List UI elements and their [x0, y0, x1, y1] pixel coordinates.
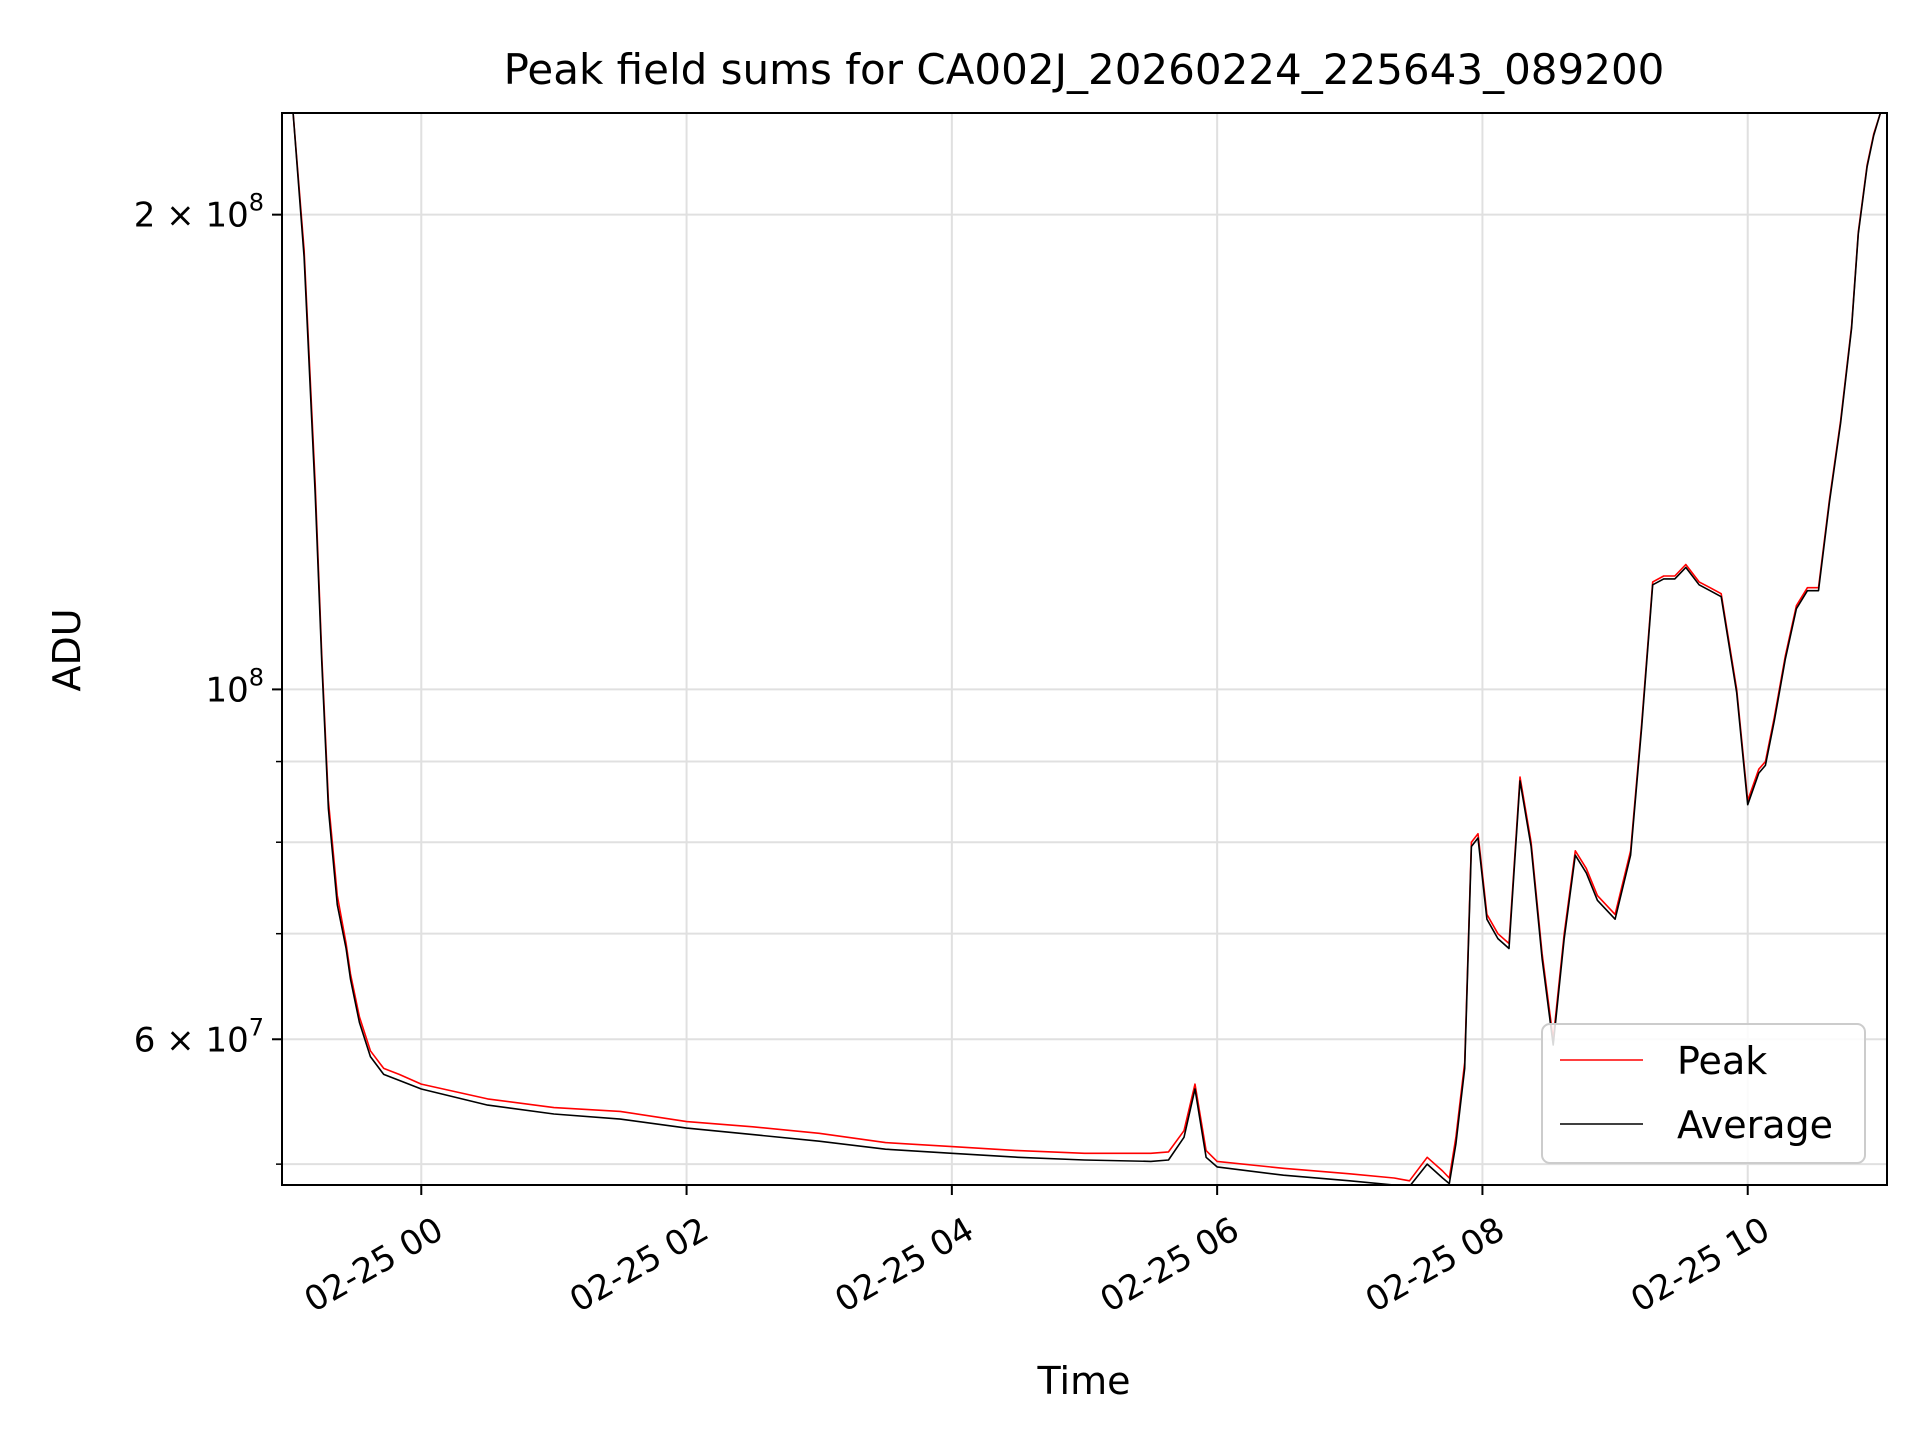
plot-area	[282, 113, 1887, 1185]
y-tick-label: 6 × 107	[134, 1013, 264, 1060]
series-line-average	[282, 113, 1887, 1185]
y-tick-label: 108	[205, 663, 264, 710]
y-tick-label-base: 10	[205, 670, 248, 710]
y-axis-label: ADU	[45, 608, 89, 691]
legend-label-average: Average	[1677, 1103, 1833, 1147]
legend-label-peak: Peak	[1677, 1039, 1767, 1083]
plot-frame	[281, 112, 1888, 1186]
y-tick-label-exp: 8	[249, 189, 264, 217]
y-tick-label-exp: 7	[249, 1013, 264, 1041]
legend-box	[1541, 1023, 1866, 1164]
legend: Peak Average	[1541, 1023, 1866, 1164]
y-tick-label-exp: 8	[249, 663, 264, 691]
y-tick-label-base: 6 × 10	[134, 1020, 249, 1060]
y-tick-label: 2 × 108	[134, 189, 264, 236]
x-axis-label: Time	[1037, 1359, 1131, 1403]
chart-title: Peak field sums for CA002J_20260224_2256…	[504, 45, 1665, 94]
series-lines	[282, 113, 1887, 1185]
y-tick-label-base: 2 × 10	[134, 196, 249, 236]
